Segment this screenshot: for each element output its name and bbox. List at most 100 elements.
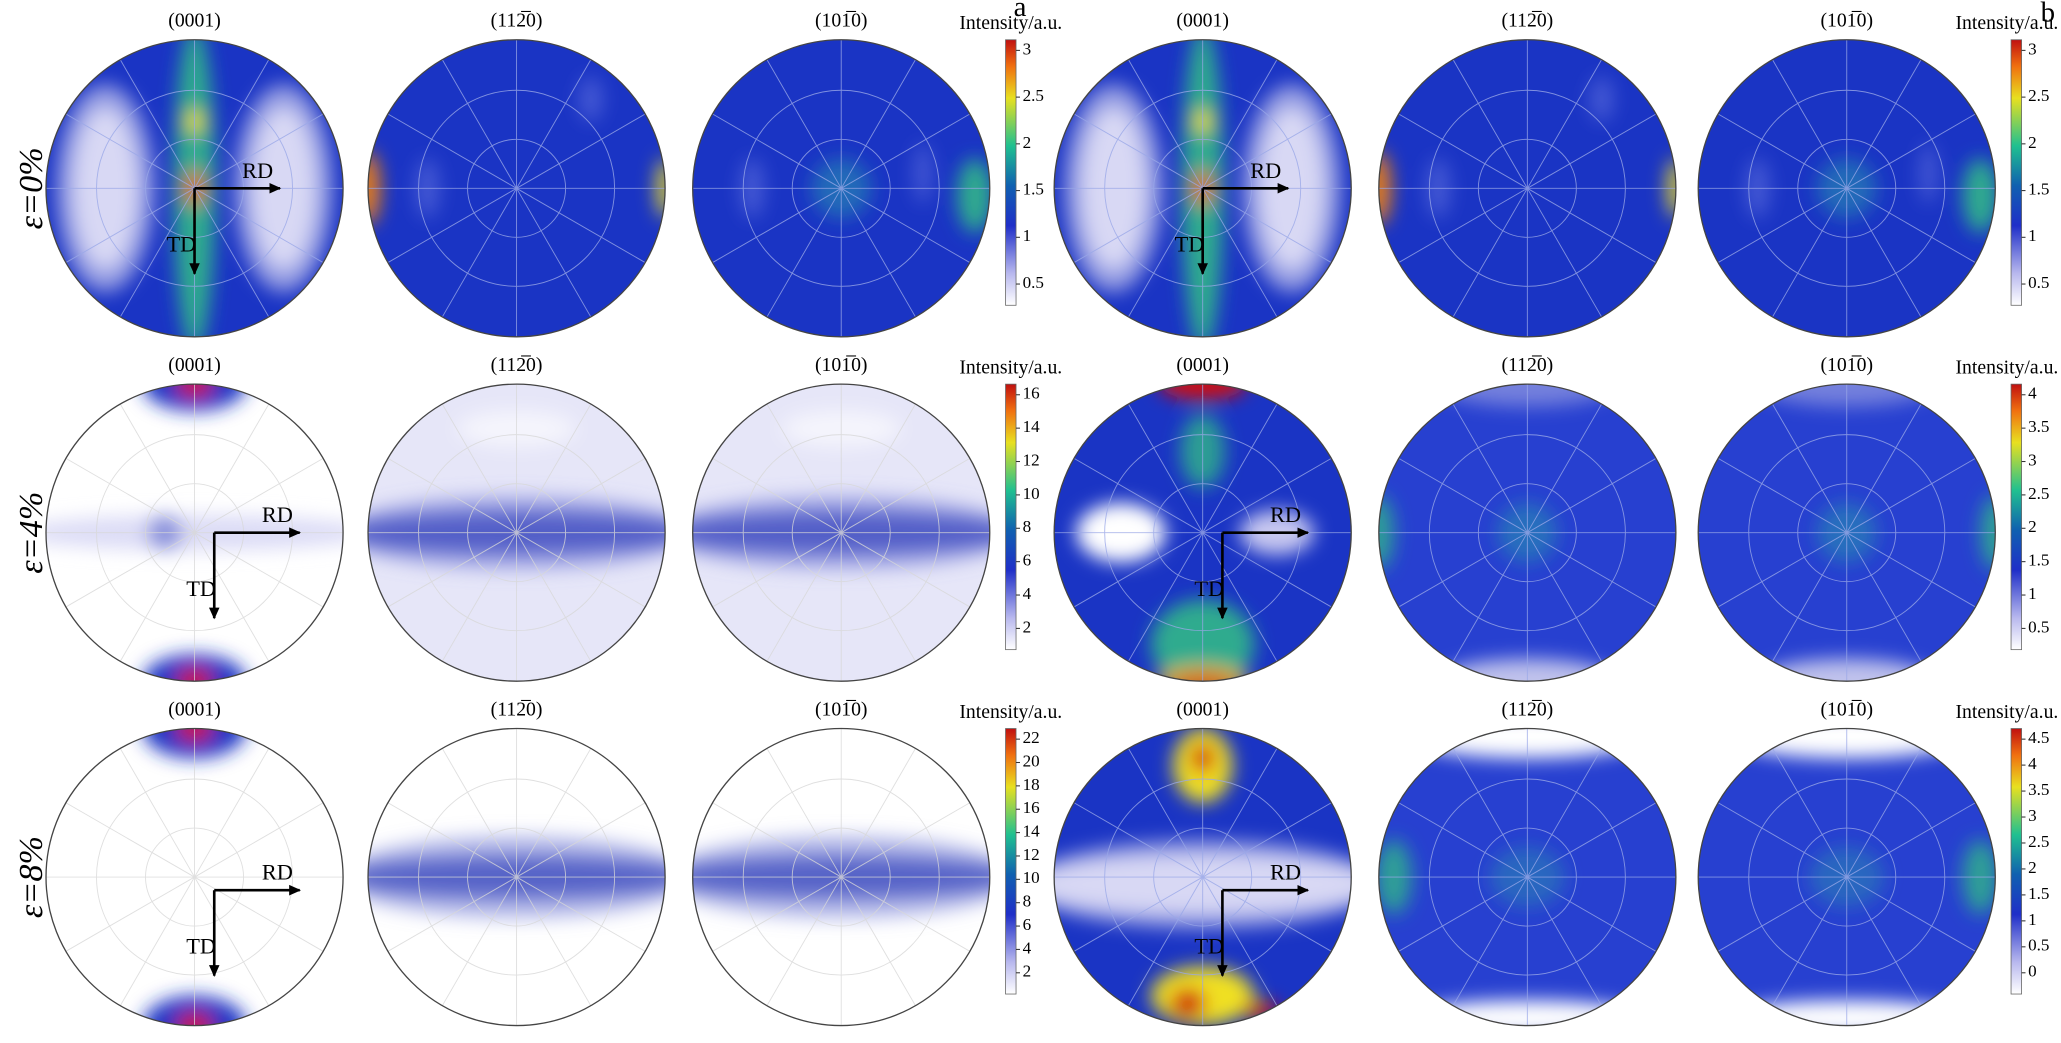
colorbar-tick-label: 4 bbox=[1023, 584, 1032, 603]
pole-title: (112̅0) bbox=[491, 10, 543, 32]
grid-spoke bbox=[65, 532, 195, 608]
grid-spoke bbox=[194, 187, 324, 263]
td-label: TD bbox=[167, 231, 197, 256]
colorbar-tick-label: 3.5 bbox=[2028, 780, 2049, 799]
pole-figure bbox=[368, 384, 666, 682]
colorbar-tick-label: 1.5 bbox=[2028, 551, 2049, 570]
grid-spoke bbox=[387, 113, 517, 189]
polar-grid bbox=[1698, 728, 1996, 1026]
grid-spoke bbox=[1846, 532, 1922, 662]
grid-spoke bbox=[119, 403, 195, 533]
td-label: TD bbox=[186, 933, 216, 958]
pole-outline bbox=[45, 39, 344, 338]
td-label: TD bbox=[1175, 231, 1205, 256]
grid-spoke bbox=[1452, 532, 1528, 662]
grid-spoke bbox=[712, 187, 842, 263]
colorbar bbox=[1005, 728, 1017, 995]
polar-grid bbox=[1378, 384, 1676, 682]
colorbar-tick-label: 1.5 bbox=[2028, 179, 2049, 198]
grid-spoke bbox=[1527, 876, 1657, 952]
colorbar bbox=[1005, 39, 1017, 306]
pole-figure bbox=[368, 39, 666, 337]
pole-outline bbox=[1697, 39, 1996, 338]
grid-spoke bbox=[194, 59, 270, 189]
rd-label: RD bbox=[1250, 158, 1281, 183]
td-label: TD bbox=[186, 576, 216, 601]
intensity-blob bbox=[142, 654, 247, 682]
colorbar-title: Intensity/a.u. bbox=[1955, 12, 2058, 34]
grid-spoke bbox=[840, 113, 971, 189]
grid-spoke bbox=[194, 403, 270, 533]
colorbar-tick-label: 14 bbox=[1023, 417, 1041, 436]
grid-spoke bbox=[1527, 187, 1657, 263]
grid-spoke bbox=[1527, 532, 1657, 608]
pole-figure bbox=[1378, 384, 1676, 682]
grid-spoke bbox=[1202, 532, 1332, 608]
grid-spoke bbox=[1073, 802, 1203, 878]
rd-label: RD bbox=[242, 158, 273, 183]
grid-spoke bbox=[1846, 187, 1976, 263]
grid-spoke bbox=[1398, 113, 1528, 189]
pole-title: (112̅0) bbox=[1501, 354, 1553, 376]
grid-spoke bbox=[1527, 458, 1657, 534]
grid-spoke bbox=[119, 59, 195, 189]
grid-spoke bbox=[1202, 458, 1332, 534]
grid-spoke bbox=[1398, 187, 1528, 263]
intensity-blob bbox=[1757, 384, 1936, 407]
grid-spoke bbox=[516, 532, 646, 608]
pole-title: (0001) bbox=[1176, 698, 1229, 720]
grid-spoke bbox=[441, 59, 517, 189]
colorbar-tick-label: 20 bbox=[1023, 751, 1040, 770]
pole-title: (101̅0) bbox=[815, 354, 868, 376]
colorbar-tick-label: 0 bbox=[2028, 962, 2037, 981]
grid-spoke bbox=[766, 188, 842, 318]
pole-title: (101̅0) bbox=[815, 698, 868, 720]
rd-label: RD bbox=[262, 860, 293, 885]
grid-spoke bbox=[1398, 876, 1528, 952]
grid-spoke bbox=[194, 188, 270, 318]
grid-spoke bbox=[840, 876, 916, 1006]
grid-spoke bbox=[65, 187, 195, 263]
grid-spoke bbox=[840, 532, 971, 608]
grid-spoke bbox=[516, 532, 592, 662]
grid-spoke bbox=[1717, 458, 1847, 534]
grid-spoke bbox=[1772, 59, 1848, 189]
grid-spoke bbox=[1772, 403, 1848, 533]
colorbar-title: Intensity/a.u. bbox=[959, 12, 1062, 34]
grid-spoke bbox=[119, 188, 195, 318]
grid-spoke bbox=[387, 458, 517, 534]
grid-spoke bbox=[516, 59, 592, 189]
polar-grid bbox=[1378, 728, 1676, 1026]
pole-figure bbox=[692, 39, 990, 337]
polar-grid bbox=[368, 384, 666, 682]
grid-spoke bbox=[387, 876, 517, 952]
grid-spoke bbox=[65, 113, 195, 189]
intensity-blob bbox=[914, 143, 932, 204]
colorbar-tick-label: 3 bbox=[2028, 806, 2037, 825]
grid-spoke bbox=[840, 403, 916, 533]
colorbar bbox=[2010, 383, 2022, 651]
pole-outline bbox=[1697, 727, 1996, 1027]
colorbar-tick-label: 4 bbox=[2028, 384, 2037, 403]
polar-grid bbox=[1378, 39, 1676, 337]
grid-spoke bbox=[441, 876, 517, 1006]
colorbar-tick-label: 2 bbox=[2028, 858, 2037, 877]
intensity-blob bbox=[1589, 76, 1614, 122]
grid-spoke bbox=[1452, 59, 1528, 189]
grid-spoke bbox=[1717, 187, 1847, 263]
colorbar-tick-label: 4 bbox=[1023, 938, 1032, 957]
colorbar-tick-label: 0.5 bbox=[2028, 617, 2049, 636]
pole-outline bbox=[1053, 383, 1352, 682]
grid-spoke bbox=[194, 748, 270, 878]
grid-spoke bbox=[1202, 187, 1332, 263]
pole-title: (112̅0) bbox=[1501, 698, 1553, 720]
grid-spoke bbox=[1526, 876, 1603, 1006]
colorbar-tick-label: 2 bbox=[2028, 133, 2037, 152]
intensity-blob bbox=[176, 1013, 213, 1026]
grid-spoke bbox=[1846, 113, 1976, 189]
grid-spoke bbox=[1452, 748, 1528, 878]
colorbar-tick-label: 2.5 bbox=[2028, 86, 2049, 105]
colorbar bbox=[2010, 39, 2022, 306]
grid-spoke bbox=[1452, 403, 1528, 533]
grid-spoke bbox=[1846, 403, 1922, 533]
